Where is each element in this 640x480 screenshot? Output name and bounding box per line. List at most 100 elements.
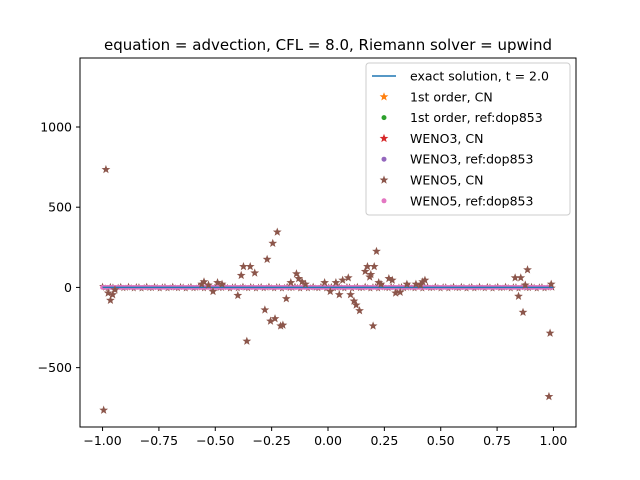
- weno5-cn-point: [268, 238, 278, 248]
- weno5-cn-point: [197, 279, 207, 288]
- legend-star-marker: [379, 92, 389, 101]
- weno5-cn-point: [233, 290, 243, 300]
- weno5-cn-point: [395, 287, 405, 296]
- weno5-cn-point: [297, 277, 307, 286]
- weno5-cn-point: [276, 321, 286, 330]
- legend-star-marker: [379, 175, 389, 184]
- y-axis: −500 0 500 1000: [38, 119, 80, 375]
- x-tick-label: 0.00: [314, 433, 342, 448]
- legend-label: WENO5, CN: [410, 173, 483, 188]
- weno5-cn-point: [514, 291, 523, 300]
- weno5-cn-point: [236, 270, 246, 280]
- weno5-cn-point: [294, 274, 304, 283]
- weno5-cn-point: [204, 280, 213, 289]
- weno5-cn-point: [213, 278, 222, 287]
- weno5-cn-point: [199, 277, 209, 286]
- legend-label: exact solution, t = 2.0: [410, 69, 549, 84]
- weno5-cn-point: [250, 268, 260, 277]
- legend-box: [365, 62, 571, 216]
- y-tick-label: 500: [48, 200, 72, 215]
- legend-dot-marker: [381, 198, 387, 204]
- weno5-cn-point: [349, 296, 359, 305]
- weno5-cn-point: [516, 273, 526, 282]
- weno5-cn-point: [523, 265, 532, 274]
- weno5-cn-point: [239, 261, 248, 271]
- weno5-cn-point: [272, 227, 282, 236]
- y-tick-label: 0: [64, 280, 72, 295]
- legend-label: WENO3, ref:dop853: [410, 152, 533, 167]
- weno5-cn-point: [360, 266, 370, 276]
- weno5-cn-point: [366, 269, 376, 279]
- y-tick-label: −500: [38, 360, 72, 375]
- weno5-cn-point: [334, 290, 344, 299]
- weno5-cn-point: [546, 279, 556, 288]
- legend-label: 1st order, CN: [410, 89, 493, 104]
- data-marks: [99, 164, 556, 414]
- weno5-cn-point: [510, 273, 520, 282]
- legend-label: WENO3, CN: [410, 131, 483, 146]
- y-tick-label: 1000: [40, 119, 72, 134]
- weno5-cn-point: [368, 321, 378, 330]
- weno5-cn-point: [338, 275, 348, 284]
- x-tick-label: 0.50: [427, 433, 455, 448]
- x-tick-label: −0.50: [196, 433, 234, 448]
- x-tick-label: −0.75: [140, 433, 178, 448]
- weno5-cn-point: [99, 405, 109, 414]
- weno5-cn-point: [101, 164, 111, 174]
- weno5-cn-point: [320, 278, 329, 287]
- weno5-cn-point: [520, 280, 530, 289]
- weno5-cn-point: [245, 261, 255, 271]
- weno5-cn-point: [376, 279, 386, 288]
- weno5-cn-point: [518, 307, 528, 317]
- weno5-cn-point: [242, 336, 252, 345]
- weno5-cn-point: [262, 254, 272, 264]
- weno5-cn-point: [343, 273, 353, 282]
- x-tick-label: 0.75: [483, 433, 511, 448]
- weno5-cn-point: [418, 277, 428, 286]
- weno5-cn-point: [331, 278, 341, 287]
- weno5-cn-point: [108, 290, 118, 299]
- weno5-cn-point: [325, 286, 335, 296]
- weno5-cn-point: [387, 275, 397, 284]
- legend-star-marker: [379, 133, 389, 143]
- weno5-cn-point: [106, 295, 115, 304]
- weno5-cn-point: [266, 316, 275, 325]
- weno5-cn-point: [301, 279, 310, 288]
- x-tick-label: 0.25: [370, 433, 398, 448]
- weno5-cn-point: [355, 306, 364, 315]
- weno5-cn-point: [278, 320, 288, 329]
- weno5-cn-point: [363, 261, 372, 271]
- weno5-cn-point: [260, 305, 270, 314]
- weno5-cn-point: [292, 269, 301, 278]
- weno5-cn-point: [208, 286, 218, 296]
- weno5-cn-point: [346, 290, 355, 299]
- legend-dot-marker: [381, 156, 387, 162]
- legend-label: 1st order, ref:dop853: [410, 110, 543, 125]
- chart-title: equation = advection, CFL = 8.0, Riemann…: [104, 36, 552, 54]
- weno5-cn-point: [545, 328, 555, 337]
- weno5-cn-point: [369, 261, 379, 271]
- weno5-cn-point: [217, 279, 227, 288]
- weno5-cn-point: [110, 285, 120, 294]
- weno5-cn-point: [372, 246, 381, 256]
- x-tick-label: −1.00: [83, 433, 121, 448]
- legend: exact solution, t = 2.0 1st order, CN 1st …: [365, 62, 571, 216]
- weno5-cn-point: [351, 300, 361, 309]
- legend-label: WENO5, ref:dop853: [410, 193, 533, 208]
- weno5-cn-point: [281, 294, 291, 303]
- x-axis: −1.00 −0.75 −0.50 −0.25 0.00 0.25 0.50 0.75 1.00: [83, 427, 567, 448]
- weno5-cn-point: [411, 279, 421, 288]
- weno5-cn-point: [402, 279, 412, 288]
- weno5-cn-point: [103, 288, 113, 297]
- x-tick-label: 1.00: [540, 433, 568, 448]
- weno5-cn-point: [384, 274, 394, 283]
- legend-dot-marker: [381, 115, 387, 121]
- weno5-cn-point: [286, 278, 296, 287]
- weno5-cn-point: [420, 275, 430, 284]
- weno5-cn-point: [544, 391, 554, 401]
- x-tick-label: −0.25: [252, 433, 290, 448]
- weno5-cn-point: [391, 288, 401, 297]
- weno5-cn-point: [270, 314, 280, 323]
- weno5-cn-point: [374, 278, 384, 287]
